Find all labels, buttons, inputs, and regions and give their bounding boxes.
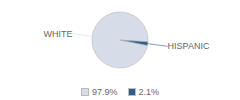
svg-text:WHITE: WHITE: [43, 29, 72, 39]
html-text:97.9%: 97.9%: [92, 87, 118, 97]
html-text:2.1%: 2.1%: [138, 87, 159, 97]
svg-text:HISPANIC: HISPANIC: [168, 41, 210, 51]
